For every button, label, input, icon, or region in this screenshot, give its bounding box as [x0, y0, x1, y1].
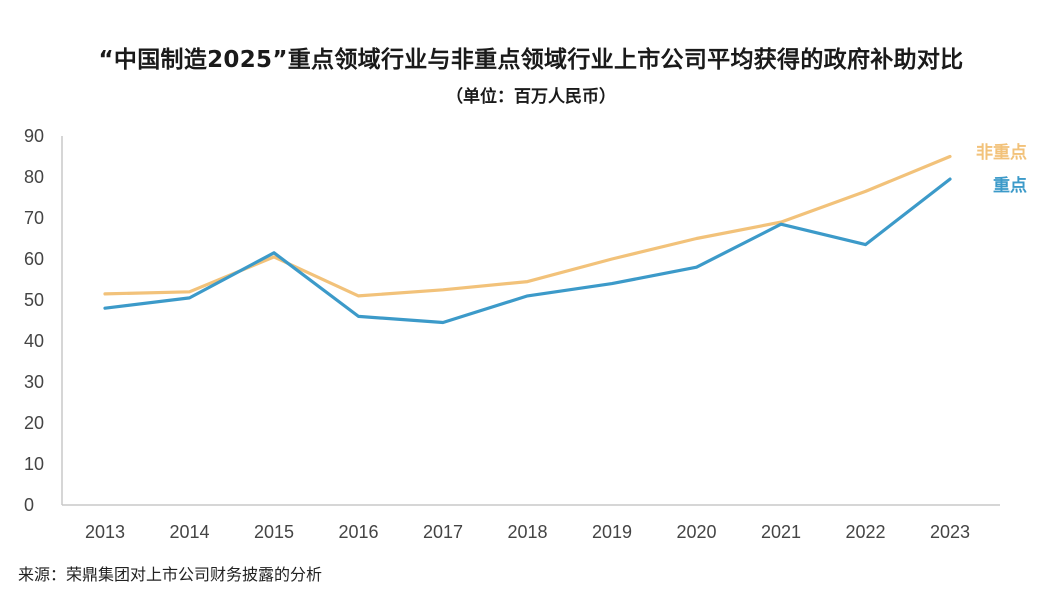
x-tick-label: 2018 — [507, 522, 547, 542]
y-tick-label: 0 — [24, 495, 34, 515]
chart-subtitle: （单位：百万人民币） — [446, 87, 616, 107]
source-note: 来源：荣鼎集团对上市公司财务披露的分析 — [18, 565, 323, 584]
y-tick-label: 40 — [24, 331, 44, 351]
x-tick-label: 2020 — [676, 522, 716, 542]
y-tick-label: 80 — [24, 167, 44, 187]
x-tick-label: 2014 — [169, 522, 209, 542]
y-tick-label: 10 — [24, 454, 44, 474]
x-tick-label: 2023 — [930, 522, 970, 542]
y-tick-label: 60 — [24, 249, 44, 269]
x-tick-label: 2016 — [338, 522, 378, 542]
y-tick-label: 90 — [24, 126, 44, 146]
x-tick-label: 2019 — [592, 522, 632, 542]
legend-label-non-key: 非重点 — [976, 142, 1027, 163]
legend-label-key: 重点 — [993, 175, 1027, 196]
y-tick-label: 30 — [24, 372, 44, 392]
x-tick-label: 2017 — [423, 522, 463, 542]
x-tick-label: 2022 — [845, 522, 885, 542]
y-tick-label: 70 — [24, 208, 44, 228]
x-tick-label: 2021 — [761, 522, 801, 542]
series-lines — [103, 154, 952, 325]
chart-title: “中国制造2025”重点领域行业与非重点领域行业上市公司平均获得的政府补助对比 — [98, 47, 964, 73]
x-tick-label: 2015 — [254, 522, 294, 542]
series-line-key — [103, 177, 952, 325]
axes: 0 10 20 30 40 50 60 70 80 90 2013 2014 2015 2016 2017 2… — [24, 126, 1000, 542]
y-tick-label: 50 — [24, 290, 44, 310]
y-tick-label: 20 — [24, 413, 44, 433]
x-tick-label: 2013 — [85, 522, 125, 542]
